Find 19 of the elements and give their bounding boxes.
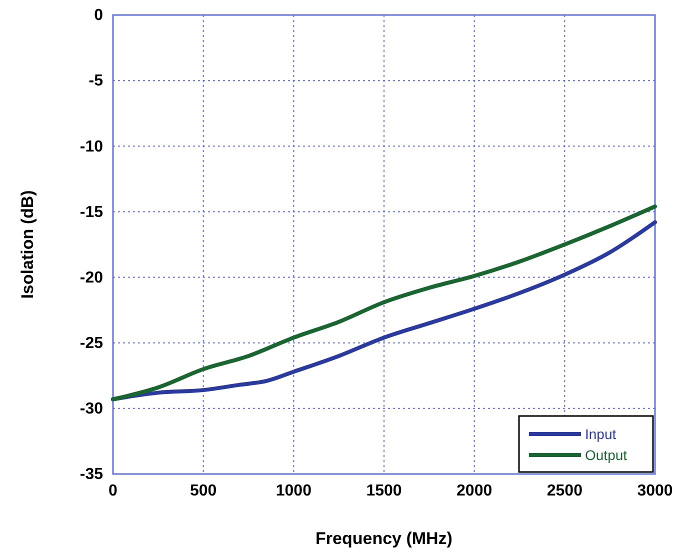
- y-tick-label: 0: [94, 7, 104, 24]
- y-tick-label: -5: [88, 72, 104, 90]
- y-tick-label: -15: [80, 204, 104, 221]
- x-tick-label: 500: [190, 482, 217, 500]
- x-tick-label: 1000: [276, 482, 312, 500]
- y-tick-label: -25: [80, 334, 104, 352]
- y-tick-label: -10: [80, 138, 104, 156]
- x-tick-label: 1500: [366, 482, 402, 500]
- y-tick-label: -30: [80, 400, 104, 418]
- legend-label: Output: [585, 447, 628, 463]
- y-tick-label: -20: [80, 269, 104, 286]
- y-tick-label: -35: [80, 466, 104, 484]
- x-tick-label: 0: [108, 482, 118, 500]
- x-axis-title: Frequency (MHz): [316, 529, 452, 548]
- y-axis-title: Isolation (dB): [18, 190, 37, 299]
- legend-label: Input: [585, 426, 616, 442]
- x-tick-label: 3000: [637, 482, 673, 500]
- x-tick-label: 2000: [456, 482, 492, 500]
- x-tick-label: 2500: [546, 482, 583, 500]
